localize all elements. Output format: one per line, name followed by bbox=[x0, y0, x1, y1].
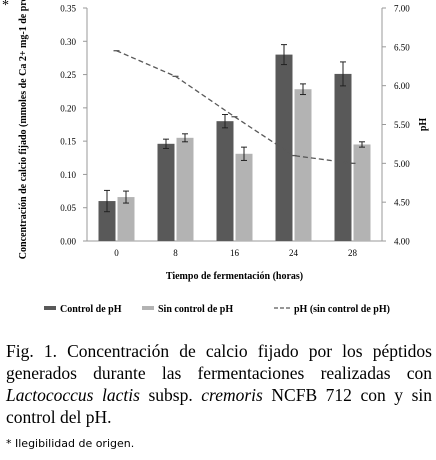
ph-line bbox=[116, 50, 353, 164]
legend-swatch bbox=[44, 306, 56, 310]
right-y-tick-label: 4.50 bbox=[394, 198, 410, 208]
footnote: * Ilegibilidad de origen. bbox=[6, 437, 135, 450]
legend-label: pH (sin control de pH) bbox=[294, 304, 390, 315]
left-y-tick-label: 0.10 bbox=[60, 170, 76, 180]
bar-sin-control-ph bbox=[117, 197, 135, 241]
bar-control-ph bbox=[334, 73, 352, 241]
calcium-ph-chart: 0.00 0.05 0.10 0.15 0.20 0.25 0.30 0.35 4.00 4.50… bbox=[18, 0, 429, 315]
bar-sin-control-ph bbox=[294, 89, 312, 242]
right-y-tick-label: 6.00 bbox=[394, 81, 410, 91]
x-tick-label: 8 bbox=[173, 248, 178, 258]
bar-sin-control-ph bbox=[235, 153, 253, 241]
x-tick-label: 0 bbox=[114, 248, 119, 258]
left-y-tick-label: 0.00 bbox=[60, 237, 76, 247]
legend-label: Control de pH bbox=[60, 304, 122, 315]
x-tick-label: 16 bbox=[230, 248, 240, 258]
x-axis-title: Tiempo de fermentación (horas) bbox=[166, 271, 303, 282]
x-tick-label: 24 bbox=[289, 248, 299, 258]
bar-sin-control-ph bbox=[353, 144, 371, 241]
left-y-tick-label: 0.30 bbox=[60, 37, 76, 47]
x-tick-label: 28 bbox=[348, 248, 358, 258]
bar-control-ph bbox=[275, 54, 293, 241]
right-y-tick-label: 5.50 bbox=[394, 120, 410, 130]
right-y-tick-label: 6.50 bbox=[394, 42, 410, 52]
bar-control-ph bbox=[157, 143, 175, 241]
legend-swatch bbox=[142, 306, 154, 310]
bar-control-ph bbox=[98, 201, 116, 241]
left-y-tick-label: 0.25 bbox=[60, 70, 76, 80]
left-y-tick-label: 0.15 bbox=[60, 137, 76, 147]
right-y-tick-label: 5.00 bbox=[394, 159, 410, 169]
figure-caption: Fig. 1. Concentración de calcio fijado p… bbox=[6, 340, 432, 428]
caption-text-2: subsp. bbox=[139, 385, 202, 405]
bar-control-ph bbox=[216, 121, 234, 241]
legend-label: Sin control de pH bbox=[158, 304, 233, 315]
caption-text-1: Fig. 1. Concentración de calcio fijado p… bbox=[6, 341, 432, 383]
corner-asterisk: * bbox=[2, 0, 9, 13]
right-y-axis-title: pH bbox=[418, 118, 429, 132]
bar-sin-control-ph bbox=[176, 137, 194, 241]
caption-italic-subspecies: cremoris bbox=[201, 385, 263, 405]
caption-text-3: NCFB 712 con y sin control del pH. bbox=[6, 385, 432, 427]
right-y-tick-label: 7.00 bbox=[394, 4, 410, 14]
left-y-axis-title: Concentración de calcio fijado (mmoles d… bbox=[18, 0, 29, 259]
left-y-tick-label: 0.05 bbox=[60, 203, 76, 213]
right-y-tick-label: 4.00 bbox=[394, 237, 410, 247]
left-y-tick-label: 0.20 bbox=[60, 103, 76, 113]
left-y-tick-label: 0.35 bbox=[60, 4, 76, 14]
caption-italic-genus: Lactococcus lactis bbox=[6, 385, 140, 405]
